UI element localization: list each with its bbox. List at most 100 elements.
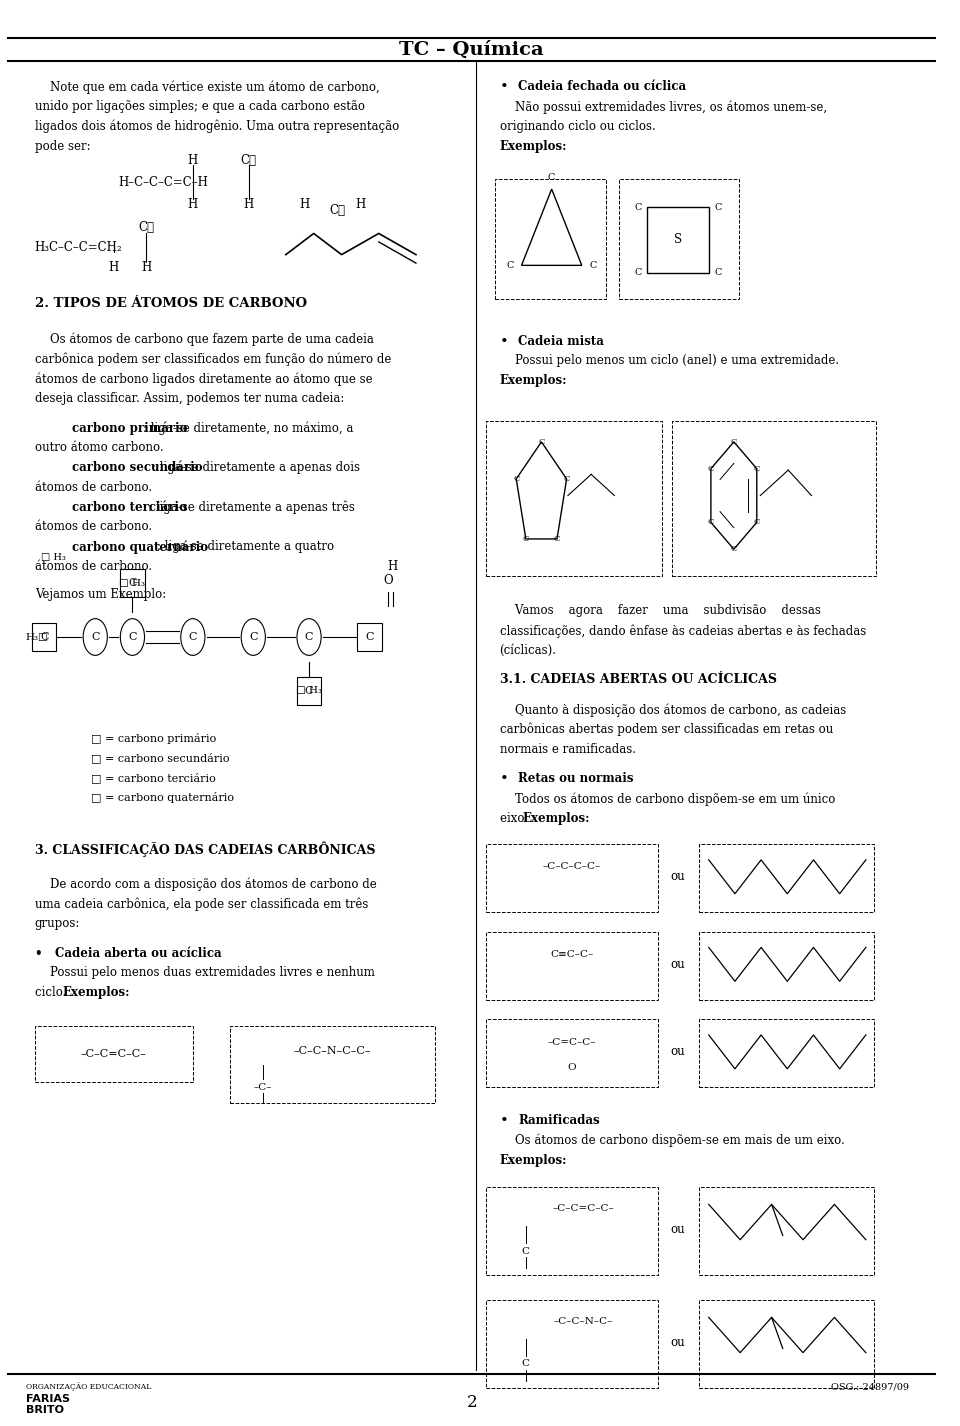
Text: originando ciclo ou ciclos.: originando ciclo ou ciclos. — [499, 120, 656, 133]
Text: deseja classificar. Assim, podemos ter numa cadeia:: deseja classificar. Assim, podemos ter n… — [35, 392, 345, 405]
Text: átomos de carbono.: átomos de carbono. — [35, 560, 152, 573]
Text: H: H — [355, 198, 366, 211]
Text: Note que em cada vértice existe um átomo de carbono,: Note que em cada vértice existe um átomo… — [35, 80, 379, 94]
Circle shape — [180, 619, 204, 656]
Text: O: O — [567, 1062, 576, 1072]
Text: Não possui extremidades livres, os átomos unem-se,: Não possui extremidades livres, os átomo… — [499, 100, 827, 114]
Text: C: C — [188, 632, 197, 642]
Text: –C=C–C–: –C=C–C– — [548, 1038, 596, 1047]
Text: C≡C–C–: C≡C–C– — [550, 950, 593, 958]
Text: Exemplos:: Exemplos: — [499, 140, 567, 153]
Text: ciclo.: ciclo. — [35, 987, 70, 1000]
FancyBboxPatch shape — [700, 1301, 875, 1387]
Text: Exemplos:: Exemplos: — [499, 374, 567, 386]
Text: C: C — [539, 438, 544, 446]
Text: Exemplos:: Exemplos: — [499, 1154, 567, 1166]
FancyBboxPatch shape — [700, 931, 875, 1000]
FancyBboxPatch shape — [486, 1301, 658, 1387]
Text: átomos de carbono ligados diretamente ao átomo que se: átomos de carbono ligados diretamente ao… — [35, 372, 372, 385]
Circle shape — [120, 619, 145, 656]
Text: C: C — [635, 202, 642, 212]
Text: Exemplos:: Exemplos: — [62, 987, 131, 1000]
Text: normais e ramificadas.: normais e ramificadas. — [499, 743, 636, 756]
Text: –C–C–N–C–C–: –C–C–N–C–C– — [294, 1047, 371, 1057]
Text: OSG.: 24897/09: OSG.: 24897/09 — [830, 1382, 908, 1392]
Text: grupos:: grupos: — [35, 917, 81, 930]
Text: S: S — [674, 234, 683, 247]
Text: átomos de carbono.: átomos de carbono. — [35, 481, 152, 493]
Text: ligados dois átomos de hidrogênio. Uma outra representação: ligados dois átomos de hidrogênio. Uma o… — [35, 120, 399, 134]
Text: 3. CLASSIFICAÇÃO DAS CADEIAS CARBÔNICAS: 3. CLASSIFICAÇÃO DAS CADEIAS CARBÔNICAS — [35, 841, 375, 857]
Text: carbônicas abertas podem ser classificadas em retas ou: carbônicas abertas podem ser classificad… — [499, 723, 833, 736]
Text: Possui pelo menos duas extremidades livres e nenhum: Possui pelo menos duas extremidades livr… — [35, 967, 374, 980]
Text: : liga-se diretamente a apenas dois: : liga-se diretamente a apenas dois — [153, 461, 360, 473]
Text: Ramificadas: Ramificadas — [518, 1114, 600, 1127]
Text: Cadeia mista: Cadeia mista — [518, 335, 604, 348]
Text: C: C — [507, 261, 514, 270]
Circle shape — [241, 619, 265, 656]
Text: 2. TIPOS DE ÁTOMOS DE CARBONO: 2. TIPOS DE ÁTOMOS DE CARBONO — [35, 297, 307, 309]
Text: Cℓ: Cℓ — [329, 204, 345, 217]
Text: ou: ou — [671, 1336, 685, 1349]
Text: carbono primário: carbono primário — [72, 422, 187, 435]
Bar — [297, 676, 322, 704]
Text: C: C — [589, 261, 596, 270]
Text: H: H — [141, 261, 152, 274]
Text: □ = carbono quaternário: □ = carbono quaternário — [90, 793, 233, 803]
FancyBboxPatch shape — [700, 1188, 875, 1275]
Text: : liga-se diretamente a quatro: : liga-se diretamente a quatro — [156, 540, 334, 553]
Text: eixo.: eixo. — [499, 811, 531, 824]
Text: FARIAS: FARIAS — [26, 1393, 69, 1403]
Text: De acordo com a disposição dos átomos de carbono de: De acordo com a disposição dos átomos de… — [35, 877, 376, 891]
FancyBboxPatch shape — [35, 1025, 193, 1082]
Text: •   Cadeia aberta ou acíclica: • Cadeia aberta ou acíclica — [35, 947, 222, 960]
Text: C: C — [708, 519, 714, 526]
Text: ou: ou — [671, 870, 685, 883]
FancyBboxPatch shape — [486, 1020, 658, 1087]
Text: C: C — [521, 1246, 530, 1255]
Text: □ H₃: □ H₃ — [296, 686, 322, 696]
Text: TC – Química: TC – Química — [399, 40, 544, 58]
Text: Exemplos:: Exemplos: — [523, 811, 590, 824]
Text: Cℓ: Cℓ — [138, 221, 155, 234]
FancyBboxPatch shape — [230, 1025, 435, 1104]
Text: •: • — [499, 335, 509, 348]
Text: –C–C=C–C–: –C–C=C–C– — [81, 1050, 147, 1060]
Text: átomos de carbono.: átomos de carbono. — [35, 520, 152, 533]
Text: C: C — [754, 465, 760, 472]
Text: –C–C=C–C–: –C–C=C–C– — [552, 1204, 614, 1214]
Text: •: • — [499, 773, 509, 786]
Text: H: H — [388, 560, 397, 573]
Text: Cadeia fechada ou cíclica: Cadeia fechada ou cíclica — [518, 80, 686, 93]
Text: ORGANIZAÇÃO EDUCACIONAL: ORGANIZAÇÃO EDUCACIONAL — [26, 1382, 151, 1390]
FancyBboxPatch shape — [618, 180, 739, 299]
Bar — [357, 623, 381, 652]
Text: –C–C–N–C–: –C–C–N–C– — [554, 1318, 612, 1326]
Text: –C–: –C– — [253, 1084, 272, 1092]
Text: C: C — [554, 535, 561, 543]
Text: C: C — [754, 519, 760, 526]
FancyBboxPatch shape — [486, 931, 658, 1000]
Text: C: C — [129, 632, 136, 642]
Bar — [32, 623, 57, 652]
FancyBboxPatch shape — [700, 844, 875, 913]
Text: H: H — [188, 154, 198, 167]
Text: H₃□: H₃□ — [26, 633, 48, 642]
FancyBboxPatch shape — [672, 421, 876, 576]
Text: C: C — [714, 268, 722, 277]
Text: pode ser:: pode ser: — [35, 140, 90, 153]
Text: unido por ligações simples; e que a cada carbono estão: unido por ligações simples; e que a cada… — [35, 100, 365, 113]
FancyBboxPatch shape — [700, 1020, 875, 1087]
Text: BRITO: BRITO — [26, 1405, 63, 1415]
Text: C: C — [708, 465, 714, 472]
Text: C: C — [564, 475, 570, 483]
Text: C: C — [731, 545, 737, 553]
Circle shape — [84, 619, 108, 656]
Text: C: C — [91, 632, 100, 642]
Text: outro átomo carbono.: outro átomo carbono. — [35, 441, 163, 455]
Text: 2: 2 — [467, 1393, 477, 1410]
Text: C: C — [714, 202, 722, 212]
Circle shape — [297, 619, 322, 656]
Text: Quanto à disposição dos átomos de carbono, as cadeias: Quanto à disposição dos átomos de carbon… — [499, 703, 846, 717]
Text: Possui pelo menos um ciclo (anel) e uma extremidade.: Possui pelo menos um ciclo (anel) e uma … — [499, 354, 839, 368]
